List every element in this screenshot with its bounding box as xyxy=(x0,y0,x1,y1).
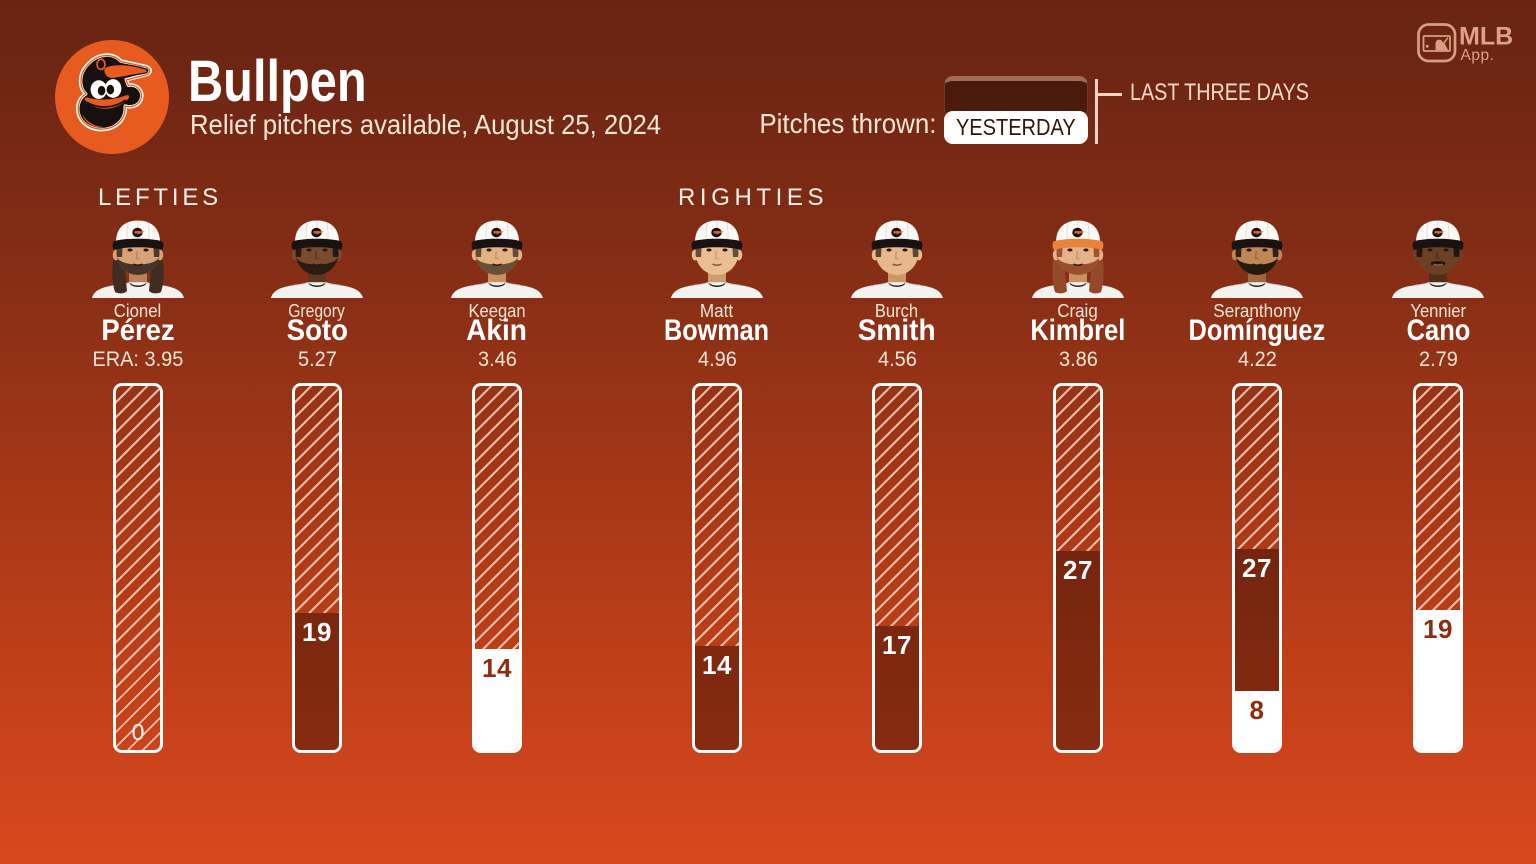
svg-text:App.: App. xyxy=(1461,47,1495,64)
svg-text:MLB: MLB xyxy=(1459,23,1513,51)
